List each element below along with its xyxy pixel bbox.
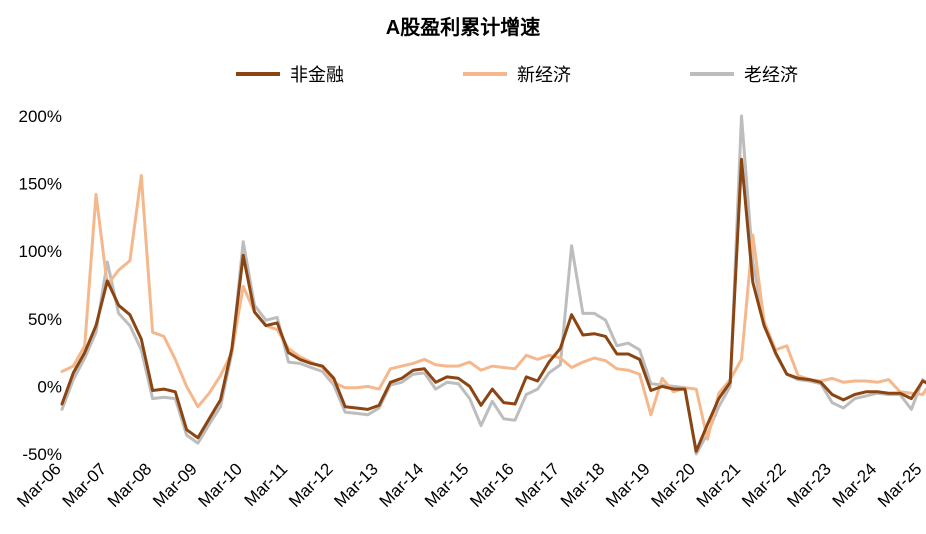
x-tick-label: Mar-22 <box>738 459 790 511</box>
x-tick-label: Mar-06 <box>13 459 65 511</box>
y-tick-label: 200% <box>19 107 62 126</box>
x-tick-label: Mar-20 <box>648 459 700 511</box>
x-tick-label: Mar-25 <box>874 459 926 511</box>
x-tick-label: Mar-14 <box>376 459 428 511</box>
series-line-2 <box>60 174 926 441</box>
y-tick-label: 150% <box>19 175 62 194</box>
legend: 非金融 新经济 老经济 <box>236 65 798 85</box>
x-tick-label: Mar-16 <box>466 459 518 511</box>
y-axis: -50% 0% 50% 100% 150% 200% <box>19 107 62 464</box>
y-tick-label: 50% <box>28 310 62 329</box>
y-tick-label: 100% <box>19 242 62 261</box>
series-line-1 <box>60 157 926 453</box>
x-tick-label: Mar-11 <box>241 459 292 510</box>
chart-title: A股盈利累计增速 <box>386 15 540 39</box>
x-tick-label: Mar-21 <box>693 459 745 511</box>
x-tick-label: Mar-18 <box>557 459 609 511</box>
x-tick-label: Mar-24 <box>829 459 881 511</box>
x-tick-label: Mar-12 <box>285 459 337 511</box>
legend-label-1: 非金融 <box>290 65 344 85</box>
x-tick-label: Mar-19 <box>602 459 654 511</box>
legend-label-2: 新经济 <box>517 65 571 85</box>
plot-area <box>60 114 926 456</box>
x-tick-label: Mar-08 <box>104 459 156 511</box>
x-tick-label: Mar-10 <box>195 459 247 511</box>
series-line-3 <box>60 114 926 456</box>
x-tick-label: Mar-07 <box>59 459 111 511</box>
x-axis: Mar-06Mar-07Mar-08Mar-09Mar-10Mar-11Mar-… <box>13 459 925 511</box>
x-tick-label: Mar-17 <box>512 459 564 511</box>
x-tick-label: Mar-09 <box>149 459 201 511</box>
x-tick-label: Mar-23 <box>783 459 835 511</box>
y-tick-label: 0% <box>37 377 62 396</box>
y-tick-label: -50% <box>22 445 62 464</box>
x-tick-label: Mar-13 <box>330 459 382 511</box>
x-tick-label: Mar-15 <box>421 459 473 511</box>
legend-label-3: 老经济 <box>744 65 798 85</box>
